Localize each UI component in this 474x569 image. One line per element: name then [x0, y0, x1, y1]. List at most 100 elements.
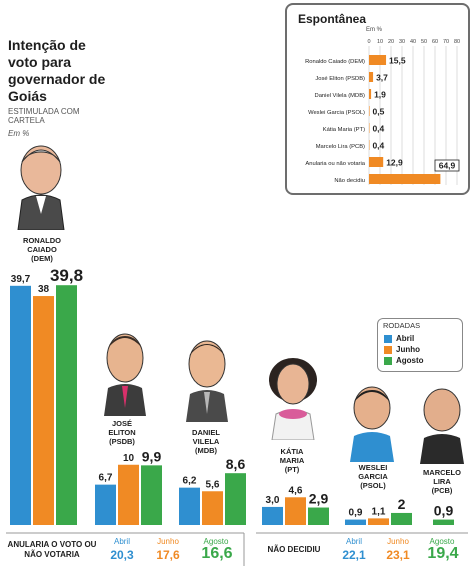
- inset-category-label: Weslei Garcia (PSOL): [308, 110, 365, 116]
- value-label-vilela-junho: 5,6: [206, 479, 220, 490]
- lira-portrait: [416, 384, 468, 464]
- chart-title: Intenção de voto para governador de Goiá…: [8, 37, 106, 104]
- vilela-portrait: [180, 336, 234, 422]
- inset-category-label: Marcelo Lira (PCB): [316, 144, 365, 150]
- candidate-name-line1: JOSÉ: [111, 419, 132, 428]
- footer-anularia-value-agosto: 16,6: [201, 545, 233, 562]
- inset-value-label: 0,4: [372, 141, 384, 151]
- candidate-party: (PT): [284, 465, 300, 474]
- candidate-name-line1: DANIEL: [192, 428, 220, 437]
- legend-item-agosto: Agosto: [396, 356, 424, 365]
- legend-item-abril: Abril: [396, 334, 415, 343]
- bar-katia-abril: [262, 506, 283, 525]
- value-label-garcia-abril: 0,9: [349, 508, 363, 519]
- value-label-garcia-agosto: 2: [398, 496, 406, 512]
- candidate-name-line2: CAIADO: [27, 245, 57, 254]
- candidate-party: (PSDB): [109, 437, 135, 446]
- spontaneous-title: Espontânea: [298, 12, 367, 26]
- katia-portrait: [264, 354, 322, 441]
- candidate-label-katia: KÁTIA MARIA (PT): [262, 447, 322, 474]
- value-label-lira-agosto: 0,9: [434, 503, 454, 519]
- footer-nao-decidiu-value-junho: 23,1: [386, 548, 410, 562]
- inset-value-label: 0,5: [373, 107, 385, 117]
- candidate-label-caiado: RONALDO CAIADO (DEM): [12, 236, 72, 263]
- bar-katia-agosto: [308, 507, 329, 525]
- chart-subtitle: ESTIMULADA COM CARTELA: [8, 107, 80, 125]
- bar-garcia-abril: [345, 519, 366, 525]
- inset-tick-label: 80: [454, 39, 460, 45]
- inset-tick-label: 50: [421, 39, 427, 45]
- inset-bar: [369, 55, 387, 65]
- inset-bar: [369, 89, 372, 99]
- inset-tick-label: 40: [410, 39, 416, 45]
- candidate-party: (MDB): [194, 446, 218, 455]
- bar-eliton-abril: [95, 484, 116, 525]
- inset-tick-label: 30: [399, 39, 405, 45]
- bar-caiado-junho: [33, 296, 54, 525]
- candidate-name-line2: VILELA: [192, 437, 220, 446]
- eliton-portrait: [98, 330, 152, 416]
- candidate-party: (PCB): [431, 486, 453, 495]
- inset-category-label: Daniel Vilela (MDB): [315, 93, 366, 99]
- inset-value-box: [434, 159, 460, 172]
- candidate-name-line1: KÁTIA: [280, 447, 304, 456]
- candidate-name-line2: GARCIA: [358, 472, 388, 481]
- footer-anularia-value-abril: 20,3: [110, 548, 134, 562]
- footer-anularia-month-abril: Abril: [113, 537, 130, 546]
- candidate-name-line1: WESLEI: [358, 463, 388, 472]
- value-label-vilela-abril: 6,2: [183, 476, 197, 487]
- value-label-caiado-abril: 39,7: [11, 274, 31, 285]
- footer-nao-decidiu-value-agosto: 19,4: [427, 545, 459, 562]
- inset-value-label: 1,9: [374, 90, 386, 100]
- footer-nao-decidiu-month-agosto: Agosto: [429, 537, 455, 546]
- bar-vilela-junho: [202, 491, 223, 525]
- inset-bar: [369, 157, 384, 167]
- value-label-katia-junho: 4,6: [289, 485, 303, 496]
- bar-vilela-agosto: [225, 473, 246, 525]
- candidate-label-lira: MARCELO LIRA (PCB): [410, 468, 474, 495]
- value-label-garcia-junho: 1,1: [372, 506, 386, 517]
- footer-nao-decidiu-month-junho: Junho: [387, 537, 409, 546]
- value-label-caiado-agosto: 39,8: [50, 266, 83, 285]
- value-label-eliton-agosto: 9,9: [142, 448, 162, 464]
- value-label-eliton-abril: 6,7: [99, 473, 113, 484]
- candidate-label-vilela: DANIEL VILELA (MDB): [176, 428, 236, 455]
- inset-value-label: 12,9: [386, 158, 403, 168]
- inset-bar: [369, 106, 370, 116]
- inset-category-label: Ronaldo Caiado (DEM): [305, 59, 365, 65]
- legend-swatch-agosto: [384, 357, 392, 365]
- inset-tick-label: 70: [443, 39, 449, 45]
- inset-category-label: Anularia ou não votaria: [305, 161, 365, 167]
- legend-swatch-junho: [384, 346, 392, 354]
- inset-value-label: 0,4: [372, 124, 384, 134]
- inset-tick-label: 60: [432, 39, 438, 45]
- footer-anularia-month-agosto: Agosto: [203, 537, 229, 546]
- inset-category-label: Não decidiu: [334, 178, 365, 184]
- candidate-party: (PSOL): [360, 481, 386, 490]
- inset-value-label: 3,7: [376, 73, 388, 83]
- inset-tick-label: 10: [377, 39, 383, 45]
- candidate-name-line1: MARCELO: [423, 468, 461, 477]
- inset-value-label: 15,5: [389, 56, 406, 66]
- value-label-katia-agosto: 2,9: [309, 491, 329, 507]
- legend-swatch-abril: [384, 335, 392, 343]
- bar-garcia-junho: [368, 518, 389, 525]
- inset-value-label: 64,9: [439, 161, 456, 171]
- garcia-portrait: [346, 382, 398, 462]
- candidate-name-line2: MARIA: [279, 456, 305, 465]
- bar-garcia-agosto: [391, 512, 412, 525]
- inset-category-label: Kátia Maria (PT): [323, 127, 365, 133]
- candidate-label-garcia: WESLEI GARCIA (PSOL): [343, 463, 403, 490]
- inset-tick-label: 0: [367, 39, 370, 45]
- value-label-vilela-agosto: 8,6: [226, 456, 246, 472]
- candidate-name-line2: ELITON: [108, 428, 136, 437]
- unit-label: Em %: [8, 129, 30, 138]
- legend-item-junho: Junho: [396, 345, 420, 354]
- bar-caiado-agosto: [56, 285, 77, 525]
- candidate-name-line1: RONALDO: [23, 236, 61, 245]
- inset-category-label: José Eliton (PSDB): [315, 76, 365, 82]
- bar-vilela-abril: [179, 487, 200, 525]
- value-label-katia-abril: 3,0: [266, 495, 280, 506]
- footer-anularia-label: ANULARIA O VOTO OU NÃO VOTARIA: [7, 540, 97, 559]
